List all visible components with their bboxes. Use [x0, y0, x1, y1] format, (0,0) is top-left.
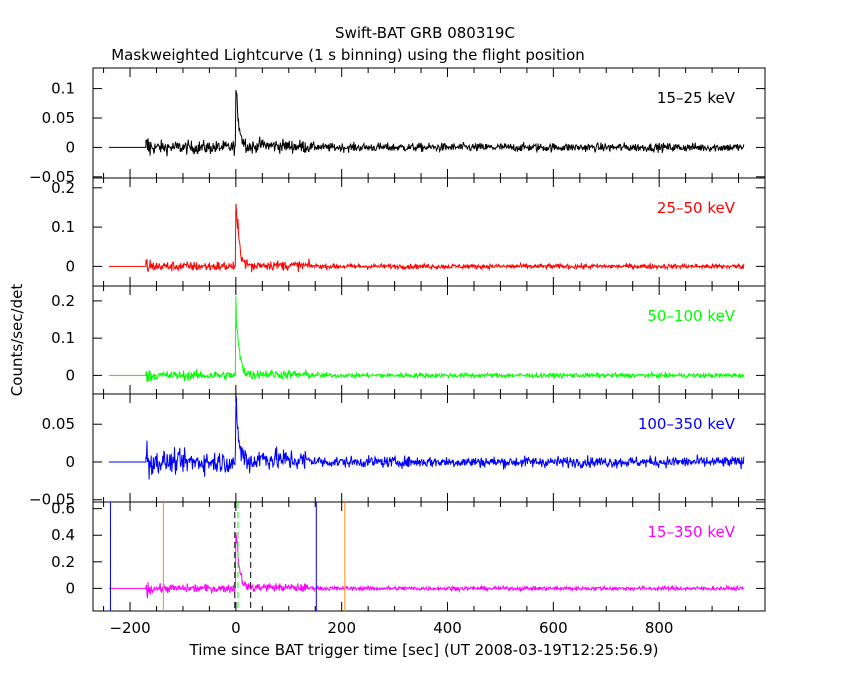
- panel-frame: [92, 501, 766, 612]
- chart-title: Swift-BAT GRB 080319C: [335, 24, 515, 42]
- y-tick-label: 0: [65, 257, 75, 275]
- y-tick-label: 0.1: [51, 80, 75, 98]
- series-line: [108, 203, 745, 273]
- panel-frame: [92, 393, 766, 503]
- y-tick-label: 0.05: [42, 109, 75, 127]
- x-tick-label: 800: [645, 619, 674, 637]
- y-tick-label: 0.2: [51, 179, 75, 197]
- x-tick-label: 400: [433, 619, 462, 637]
- x-tick-label: 600: [539, 619, 568, 637]
- y-tick-label: 0.6: [51, 500, 75, 518]
- x-tick-label: 0: [231, 619, 241, 637]
- band-label: 15–25 keV: [657, 89, 736, 107]
- chart-subtitle: Maskweighted Lightcurve (1 s binning) us…: [111, 46, 585, 64]
- series-line: [108, 90, 745, 157]
- y-axis-label: Counts/sec/det: [8, 284, 26, 397]
- y-tick-label: 0.1: [51, 329, 75, 347]
- y-tick-label: 0: [65, 579, 75, 597]
- y-tick-label: 0: [65, 366, 75, 384]
- panel-frame: [92, 67, 766, 179]
- x-axis-label: Time since BAT trigger time [sec] (UT 20…: [189, 641, 659, 659]
- panel-1: −0.05 0 0.05 0.1 15–25 keV: [29, 67, 766, 186]
- band-label: 50–100 keV: [647, 307, 735, 325]
- x-tick-label: 200: [327, 619, 356, 637]
- series-line: [108, 296, 745, 383]
- y-tick-label: 0.4: [51, 526, 75, 544]
- panel-2: 0 0.1 0.2 25–50 keV: [51, 177, 766, 287]
- y-tick-label: −0.05: [29, 491, 75, 509]
- panel-3: 0 0.1 0.2 50–100 keV: [51, 285, 766, 395]
- y-tick-label: 0.2: [51, 292, 75, 310]
- series-line: [108, 396, 745, 480]
- y-tick-label: 0.1: [51, 218, 75, 236]
- x-tick-label: −200: [109, 619, 150, 637]
- panel-frame: [92, 177, 766, 287]
- band-label: 15–350 keV: [647, 523, 735, 541]
- band-label: 100–350 keV: [638, 415, 736, 433]
- series-line: [108, 532, 745, 599]
- y-tick-label: 0: [65, 453, 75, 471]
- panel-4: −0.05 0 0.05 100–350 keV: [29, 393, 766, 509]
- y-tick-label: 0: [65, 138, 75, 156]
- y-tick-label: 0.05: [42, 415, 75, 433]
- band-label: 25–50 keV: [657, 199, 736, 217]
- y-tick-label: 0.2: [51, 553, 75, 571]
- panel-5: 0 0.2 0.4 0.6 15–350 keV −200 0 200 400 600 800: [51, 500, 766, 637]
- y-tick-label: −0.05: [29, 168, 75, 186]
